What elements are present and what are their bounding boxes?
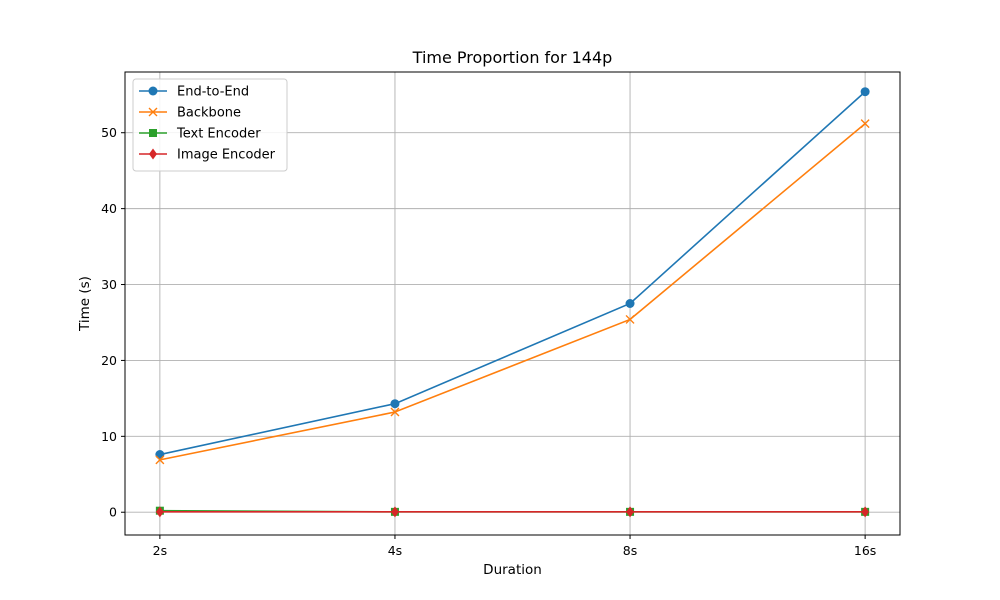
legend-marker	[149, 148, 157, 160]
legend-item-end-to-end: End-to-End	[139, 85, 249, 100]
x-tick-label: 16s	[854, 543, 876, 558]
data-point-image-encoder	[861, 506, 870, 518]
x-axis-label: Duration	[483, 562, 542, 578]
data-point-end-to-end	[860, 87, 870, 97]
data-point-backbone	[390, 407, 400, 417]
legend-marker	[148, 86, 158, 96]
data-point-image-encoder	[390, 506, 399, 518]
series-backbone	[155, 119, 870, 465]
y-tick-label: 40	[101, 201, 117, 216]
series-layer	[155, 87, 870, 518]
legend-item-text-encoder: Text Encoder	[139, 127, 261, 142]
data-point-image-encoder	[155, 506, 164, 518]
x-tick-label: 2s	[153, 543, 167, 558]
data-point-end-to-end	[390, 399, 400, 409]
plot-frame	[124, 71, 901, 536]
data-point-backbone	[155, 455, 165, 465]
data-point-backbone	[625, 314, 635, 324]
legend-item-image-encoder: Image Encoder	[139, 148, 276, 163]
series-line-backbone	[159, 122, 866, 461]
legend-box	[132, 78, 288, 172]
y-tick-label: 20	[101, 353, 117, 368]
legend-item-backbone: Backbone	[139, 106, 241, 121]
axis-ticks: 2s 4s 8s 16s 0 10 20 30 40 50	[101, 125, 876, 558]
y-tick-label: 10	[101, 429, 117, 444]
legend-marker	[148, 107, 158, 117]
data-point-end-to-end	[625, 299, 635, 308]
y-tick-label: 0	[109, 505, 117, 520]
chart-title: Time Proportion for 144p	[412, 48, 613, 67]
legend-label: Backbone	[177, 106, 241, 121]
legend-label: Text Encoder	[176, 127, 261, 142]
series-end-to-end	[155, 87, 870, 460]
data-point-image-encoder	[626, 506, 635, 518]
series-image-encoder	[155, 506, 870, 518]
y-axis-label: Time (s)	[77, 276, 93, 332]
legend-marker	[149, 129, 157, 137]
x-tick-label: 8s	[623, 543, 637, 558]
series-line-end-to-end	[159, 91, 866, 456]
y-tick-label: 30	[101, 277, 117, 292]
legend-label: Image Encoder	[177, 148, 276, 163]
legend-label: End-to-End	[177, 85, 249, 100]
data-point-backbone	[860, 119, 870, 129]
legend: End-to-End Backbone Text Encoder Image Enco…	[132, 78, 288, 172]
y-tick-label: 50	[101, 125, 117, 140]
x-tick-label: 4s	[388, 543, 402, 558]
